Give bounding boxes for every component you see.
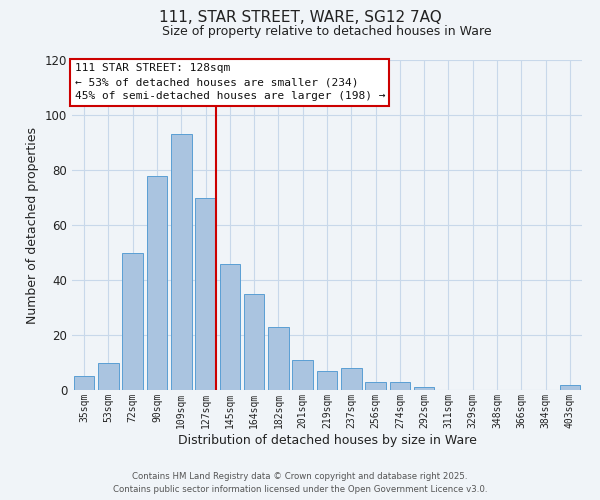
Y-axis label: Number of detached properties: Number of detached properties bbox=[26, 126, 39, 324]
Bar bbox=[220, 264, 240, 390]
Bar bbox=[292, 360, 313, 390]
X-axis label: Distribution of detached houses by size in Ware: Distribution of detached houses by size … bbox=[178, 434, 476, 446]
Bar bbox=[244, 294, 265, 390]
Bar bbox=[171, 134, 191, 390]
Bar bbox=[146, 176, 167, 390]
Text: 111 STAR STREET: 128sqm
← 53% of detached houses are smaller (234)
45% of semi-d: 111 STAR STREET: 128sqm ← 53% of detache… bbox=[74, 64, 385, 102]
Text: 111, STAR STREET, WARE, SG12 7AQ: 111, STAR STREET, WARE, SG12 7AQ bbox=[158, 10, 442, 25]
Bar bbox=[74, 376, 94, 390]
Bar bbox=[414, 387, 434, 390]
Bar bbox=[122, 252, 143, 390]
Bar bbox=[365, 382, 386, 390]
Bar bbox=[98, 362, 119, 390]
Bar bbox=[268, 327, 289, 390]
Text: Contains HM Land Registry data © Crown copyright and database right 2025.
Contai: Contains HM Land Registry data © Crown c… bbox=[113, 472, 487, 494]
Bar bbox=[195, 198, 216, 390]
Bar bbox=[317, 371, 337, 390]
Bar bbox=[560, 384, 580, 390]
Title: Size of property relative to detached houses in Ware: Size of property relative to detached ho… bbox=[162, 25, 492, 38]
Bar bbox=[389, 382, 410, 390]
Bar bbox=[341, 368, 362, 390]
